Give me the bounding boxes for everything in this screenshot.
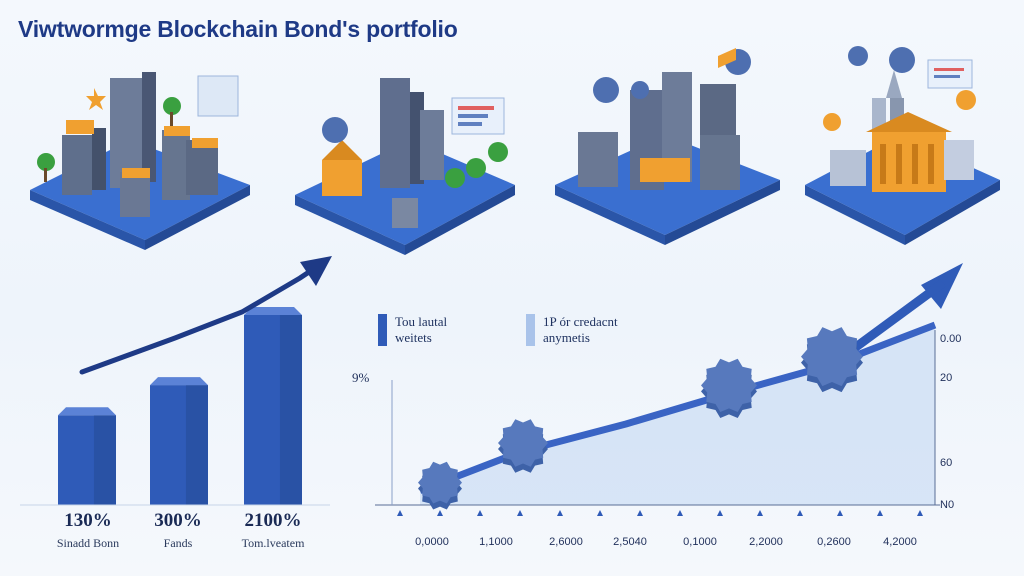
city-block-3-illustration (555, 48, 780, 245)
y-tick-label: 0.00 (940, 333, 962, 345)
data-point-gear (498, 419, 548, 473)
x-tick-mark (837, 510, 843, 516)
bar-label-1: 130% Sinadd Bonn (38, 510, 138, 551)
x-tick-mark (757, 510, 763, 516)
bar-label-3: 2100% Tom.lveatem (218, 510, 328, 551)
bar-side (279, 315, 302, 505)
bar-side (93, 415, 116, 505)
x-tick-mark (477, 510, 483, 516)
legend-item-1: Tou lautal weitets (378, 314, 447, 346)
x-tick-label: 4,2000 (883, 536, 917, 548)
data-point-gear (418, 461, 462, 510)
legend-swatch (378, 314, 387, 346)
x-tick-label: 0,2600 (817, 536, 851, 548)
bar-side (185, 385, 208, 505)
legend-label: weitets (395, 330, 432, 345)
bar-top (58, 407, 116, 416)
x-tick-label: 0,0000 (415, 536, 449, 548)
legend-swatch (526, 314, 535, 346)
x-tick-mark (517, 510, 523, 516)
bar (150, 377, 208, 505)
x-tick-mark (877, 510, 883, 516)
city-block-1-illustration (30, 72, 250, 250)
x-tick-label: 2,2000 (749, 536, 783, 548)
x-tick-label: 2,5040 (613, 536, 647, 548)
legend-label: Tou lautal (395, 314, 448, 329)
data-point-gear (801, 327, 863, 393)
gear-body (701, 358, 757, 412)
data-point-gear (701, 358, 757, 418)
illustration-layer (30, 46, 1000, 255)
x-tick-mark (397, 510, 403, 516)
y-axis-label: 9% (352, 370, 370, 385)
x-tick-mark (437, 510, 443, 516)
bar-value-label: 130% (64, 510, 112, 531)
y-tick-label: N0 (940, 499, 955, 511)
gear-body (801, 327, 863, 387)
bar-label-2: 300% Fands (133, 510, 223, 551)
x-tick-mark (717, 510, 723, 516)
legend-label: anymetis (543, 330, 590, 345)
x-tick-label: 1,1000 (479, 536, 513, 548)
trend-arrow-head (300, 256, 332, 286)
y-tick-label: 60 (940, 457, 953, 469)
x-tick-mark (597, 510, 603, 516)
city-block-4-illustration (805, 46, 1000, 245)
bar-top (244, 307, 302, 315)
x-tick-mark (677, 510, 683, 516)
x-tick-label: 2,6000 (549, 536, 583, 548)
trend-arrow-line (79, 263, 321, 375)
gear-body (498, 419, 548, 467)
y-tick-label: 20 (940, 372, 953, 384)
bar-category-label: Tom.lveatem (241, 536, 305, 550)
bar-category-label: Fands (163, 536, 193, 550)
x-tick-label: 0,1000 (683, 536, 717, 548)
bar-category-label: Sinadd Bonn (56, 536, 120, 550)
gear-body (418, 461, 462, 504)
x-tick-mark (637, 510, 643, 516)
legend-item-2: 1P ór credacnt anymetis (526, 314, 618, 346)
page-title: Viwtwormge Blockchain Bond's portfolio (18, 16, 458, 42)
x-tick-mark (797, 510, 803, 516)
city-block-2-illustration (295, 78, 515, 255)
area-fill (420, 325, 935, 505)
bar (244, 307, 302, 505)
bar-value-label: 300% (154, 510, 202, 531)
x-tick-mark (917, 510, 923, 516)
x-tick-mark (557, 510, 563, 516)
legend-label: 1P ór credacnt (543, 314, 618, 329)
bar-value-label: 2100% (244, 510, 302, 531)
bar-top (150, 377, 208, 386)
bar (58, 407, 116, 505)
